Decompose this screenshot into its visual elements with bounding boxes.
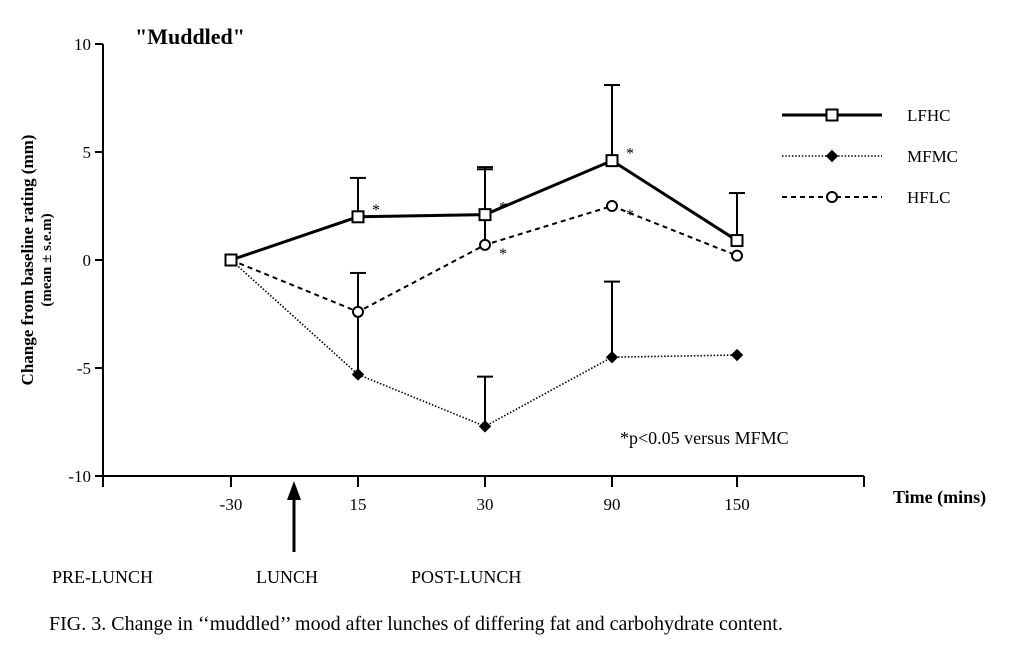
y-tick-label: -5 [77, 359, 91, 378]
y-axis-label-group: Change from baseline rating (mm) (mean ±… [18, 135, 55, 386]
x-tick-label: 90 [604, 495, 621, 514]
x-tick-label: -30 [220, 495, 243, 514]
legend-marker-hflc [826, 191, 838, 203]
x-tick-label: 150 [724, 495, 750, 514]
x-ticks: -30 15 30 90 150 [102, 476, 865, 514]
marker-mfmc [351, 368, 365, 381]
marker-hflc [606, 200, 618, 212]
legend-marker-mfmc [825, 149, 839, 163]
y-tick-label: 0 [83, 251, 92, 270]
figure-caption: FIG. 3. Change in ‘‘muddled’’ mood after… [49, 613, 783, 635]
x-tick-label: 30 [477, 495, 494, 514]
y-axis-label: Change from baseline rating (mm) [18, 135, 37, 386]
error-bars [350, 84, 745, 427]
significance-star: * [499, 246, 507, 263]
significance-note: *p<0.05 versus MFMC [620, 428, 789, 448]
marker-hflc [352, 305, 364, 318]
significance-star: * [499, 200, 507, 217]
y-tick-label: 5 [83, 143, 92, 162]
y-tick-label: 10 [74, 35, 91, 54]
phase-post-lunch: POST-LUNCH [411, 567, 521, 587]
y-tick-label: -10 [68, 467, 91, 486]
legend-label-lfhc: LFHC [907, 106, 950, 125]
y-ticks: 10 5 0 -5 -10 [68, 35, 103, 486]
y-axis-sublabel: (mean ± s.e.m) [39, 213, 55, 306]
marker-lfhc [224, 253, 238, 267]
x-tick-label: 15 [350, 495, 367, 514]
marker-lfhc [351, 210, 365, 224]
legend: LFHC MFMC HFLC [782, 106, 958, 207]
series-markers [224, 154, 744, 433]
significance-star: * [372, 202, 380, 219]
marker-mfmc [605, 350, 619, 364]
phase-pre-lunch: PRE-LUNCH [52, 567, 153, 587]
chart-title: "Muddled" [135, 24, 245, 49]
phase-lunch: LUNCH [256, 567, 318, 587]
x-axis-label: Time (mins) [893, 487, 986, 508]
significance-marks: * * * * * [372, 146, 634, 263]
legend-marker-lfhc [825, 108, 839, 122]
legend-label-mfmc: MFMC [907, 147, 958, 166]
marker-hflc [731, 249, 743, 262]
marker-mfmc [478, 420, 492, 433]
significance-star: * [626, 146, 634, 163]
marker-lfhc [605, 154, 619, 168]
marker-mfmc [730, 348, 744, 362]
legend-label-hflc: HFLC [907, 188, 950, 207]
marker-lfhc [478, 208, 492, 222]
significance-star: * [626, 207, 634, 224]
marker-lfhc [730, 234, 744, 248]
lunch-arrow [287, 481, 301, 552]
axes [102, 44, 864, 477]
marker-hflc [479, 238, 491, 251]
